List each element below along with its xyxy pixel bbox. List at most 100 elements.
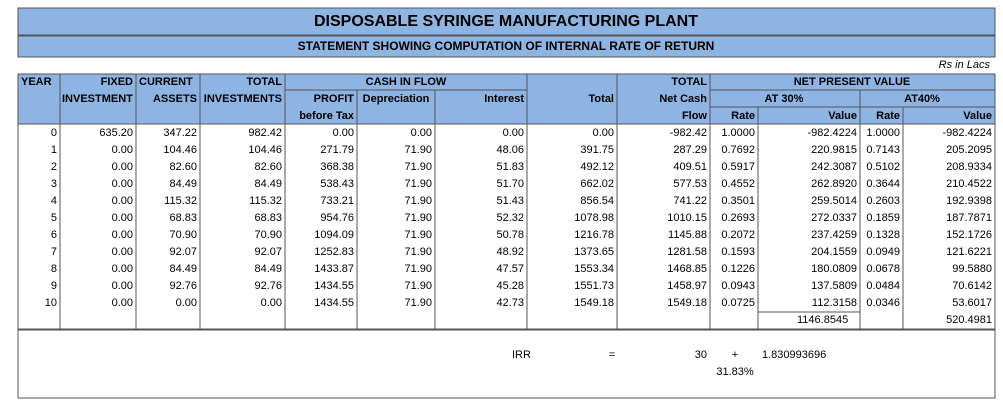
- header-cell: AT40%: [904, 93, 940, 105]
- cell: 82.60: [254, 161, 282, 173]
- cell: 71.90: [404, 280, 432, 292]
- cell: 1145.88: [668, 229, 707, 241]
- cell: 115.32: [249, 195, 282, 207]
- cell: 71.90: [404, 178, 432, 190]
- cell: 287.29: [673, 144, 707, 156]
- cell: 84.49: [169, 263, 197, 275]
- cell: 68.83: [254, 212, 282, 224]
- cell: 0.00: [112, 144, 133, 156]
- cell: 92.76: [169, 280, 197, 292]
- table-header-bg: [18, 74, 995, 124]
- cell: 0.2693: [721, 212, 755, 224]
- cell: 0.00: [176, 297, 197, 309]
- cell: 237.4259: [811, 229, 857, 241]
- header-cell: Value: [963, 110, 992, 122]
- cell: 2: [51, 161, 57, 173]
- cell: 1.0000: [866, 127, 900, 139]
- cell: 71.90: [404, 229, 432, 241]
- cell: 0.2603: [866, 195, 900, 207]
- irr-plus: +: [732, 349, 738, 361]
- cell: 347.22: [163, 127, 197, 139]
- total-cell: 1146.8545: [797, 314, 848, 326]
- cell: 115.32: [164, 195, 197, 207]
- cell: 0.00: [112, 212, 133, 224]
- cell: 0.00: [333, 127, 354, 139]
- cell: 0.5102: [866, 161, 900, 173]
- cell: 51.43: [496, 195, 524, 207]
- cell: 71.90: [404, 144, 432, 156]
- table-frame: [17, 73, 996, 330]
- cell: 0.7143: [866, 144, 900, 156]
- cell: 71.90: [404, 195, 432, 207]
- cell: 0.1328: [866, 229, 900, 241]
- cell: 1078.98: [574, 212, 614, 224]
- cell: 84.49: [254, 263, 282, 275]
- header-cell: FIXED: [101, 76, 133, 88]
- cell: 204.1559: [811, 246, 857, 258]
- cell: 0.00: [112, 246, 133, 258]
- cell: 6: [51, 229, 57, 241]
- cell: 1216.78: [574, 229, 614, 241]
- cell: 741.22: [673, 195, 707, 207]
- cell: 1551.73: [574, 280, 614, 292]
- cell: 68.83: [169, 212, 197, 224]
- cell: 0.00: [593, 127, 614, 139]
- cell: 0.0943: [721, 280, 755, 292]
- irr-result: 31.83%: [716, 366, 754, 378]
- cell: 0.1593: [721, 246, 755, 258]
- cell: 242.3087: [811, 161, 857, 173]
- cell: 954.76: [320, 212, 354, 224]
- cell: 7: [51, 246, 57, 258]
- cell: 1: [51, 144, 57, 156]
- header-cell: Flow: [682, 110, 707, 122]
- cell: -982.42: [670, 127, 707, 139]
- cell: 0.0725: [721, 297, 755, 309]
- cell: 1010.15: [667, 212, 707, 224]
- cell: 0.00: [112, 229, 133, 241]
- cell: 99.5880: [952, 263, 992, 275]
- header-cell: Value: [828, 110, 857, 122]
- unit: Rs in Lacs: [939, 59, 991, 71]
- cell: 71.90: [404, 161, 432, 173]
- cell: 1468.85: [667, 263, 707, 275]
- header-cell: CURRENT: [139, 76, 193, 88]
- header-cell: CASH IN FLOW: [366, 76, 447, 88]
- cell: 71.90: [404, 212, 432, 224]
- cell: 42.73: [496, 297, 524, 309]
- cell: 0.3644: [866, 178, 900, 190]
- cell: 0.00: [261, 297, 282, 309]
- cell: 4: [51, 195, 57, 207]
- cell: 0.1859: [866, 212, 900, 224]
- cell: 10: [45, 297, 57, 309]
- cell: 45.28: [496, 280, 524, 292]
- cell: 92.07: [169, 246, 197, 258]
- cell: 733.21: [320, 195, 354, 207]
- cell: 0.0346: [866, 297, 900, 309]
- cell: 0: [51, 127, 57, 139]
- cell: 271.79: [320, 144, 354, 156]
- cell: 982.42: [248, 127, 282, 139]
- cell: 0.5917: [721, 161, 755, 173]
- header-cell: before Tax: [299, 110, 355, 122]
- cell: 635.20: [99, 127, 133, 139]
- cell: 0.0678: [866, 263, 900, 275]
- irr-equals: =: [609, 349, 615, 361]
- irr-base: 30: [695, 349, 707, 361]
- title-bar: [17, 7, 996, 36]
- cell: 220.9815: [811, 144, 857, 156]
- header-cell: AT 30%: [765, 93, 804, 105]
- cell: 210.4522: [946, 178, 992, 190]
- cell: 1549.18: [667, 297, 707, 309]
- cell: 84.49: [254, 178, 282, 190]
- cell: 70.6142: [952, 280, 992, 292]
- cell: 51.70: [496, 178, 524, 190]
- cell: 208.9334: [946, 161, 992, 173]
- cell: 112.3158: [812, 297, 857, 309]
- cell: 9: [51, 280, 57, 292]
- cell: 50.78: [496, 229, 524, 241]
- cell: 0.0949: [866, 246, 900, 258]
- cell: 0.0484: [866, 280, 900, 292]
- cell: 492.12: [580, 161, 614, 173]
- cell: 92.76: [254, 280, 282, 292]
- header-cell: Rate: [731, 110, 755, 122]
